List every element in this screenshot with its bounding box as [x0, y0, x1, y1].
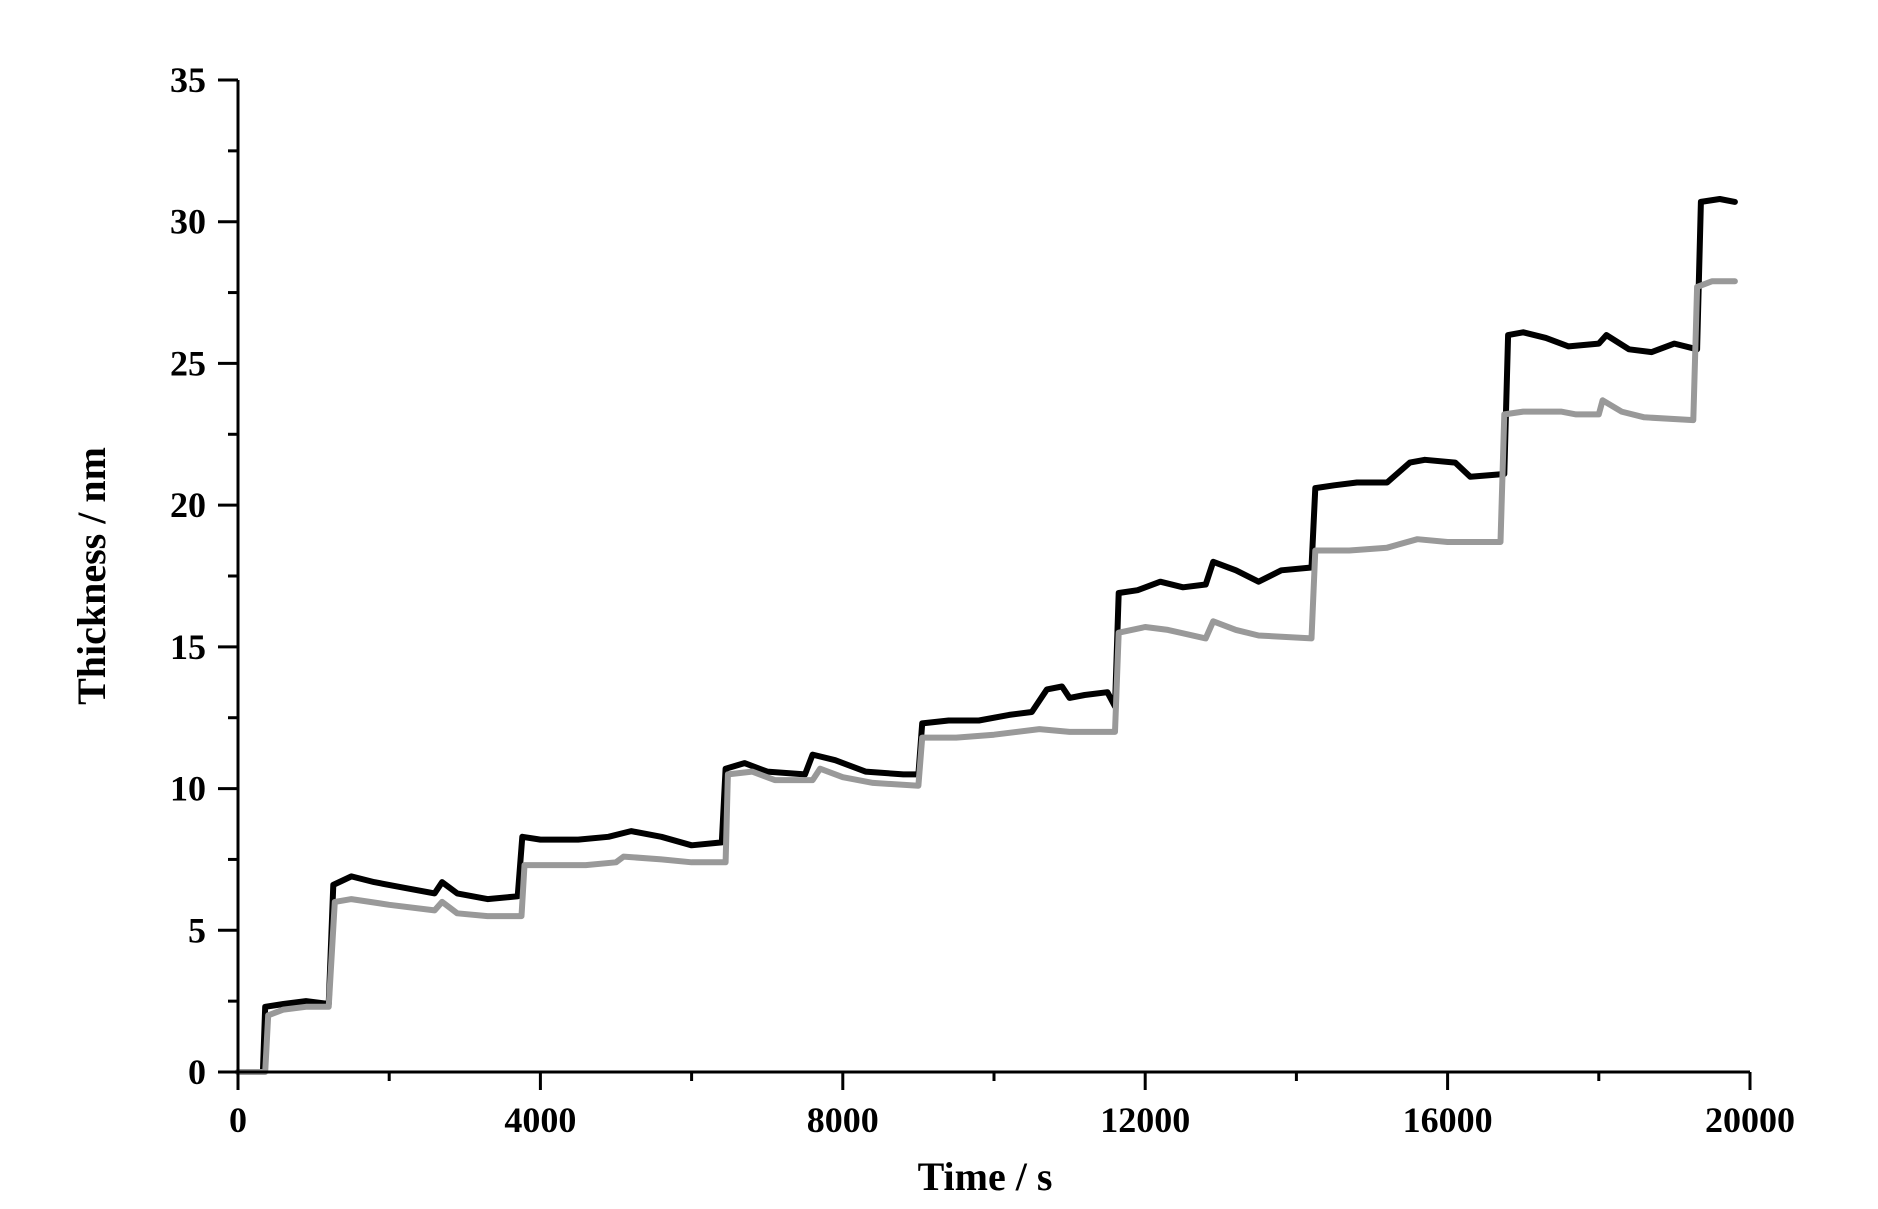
y-axis-title: Thickness / nm — [69, 447, 114, 705]
y-tick-label: 20 — [170, 485, 206, 525]
y-tick-label: 10 — [170, 769, 206, 809]
y-tick-label: 25 — [170, 343, 206, 383]
y-tick-label: 35 — [170, 60, 206, 100]
tick-labels-layer: 0 5 10 15 20 25 30 35 0 4000 8000 12000 16000 20000 — [170, 60, 1795, 1140]
x-tick-label: 0 — [229, 1100, 247, 1140]
x-axis-title: Time / s — [918, 1154, 1053, 1199]
y-tick-label: 0 — [188, 1052, 206, 1092]
x-tick-label: 4000 — [504, 1100, 576, 1140]
x-tick-label: 8000 — [807, 1100, 879, 1140]
x-tick-label: 16000 — [1403, 1100, 1493, 1140]
y-tick-label: 30 — [170, 202, 206, 242]
series-line-1 — [235, 196, 1738, 1075]
series-layer — [235, 196, 1738, 1075]
ticks-layer — [218, 78, 1752, 1090]
y-tick-label: 15 — [170, 627, 206, 667]
series-line-2 — [235, 278, 1738, 1075]
x-tick-label: 12000 — [1100, 1100, 1190, 1140]
x-tick-label: 20000 — [1705, 1100, 1795, 1140]
y-tick-label: 5 — [188, 910, 206, 950]
